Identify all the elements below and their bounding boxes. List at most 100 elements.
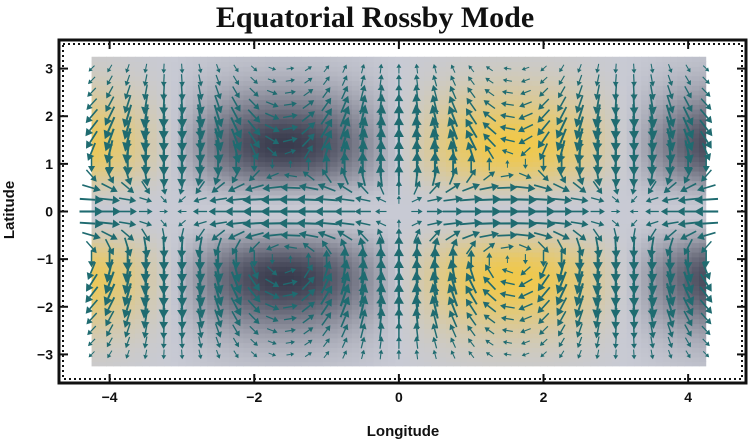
heatmap-cell — [113, 299, 122, 305]
heatmap-cell — [619, 70, 628, 77]
heatmap-cell — [134, 251, 143, 258]
heatmap-cell — [294, 294, 302, 301]
heatmap-cell — [619, 313, 628, 320]
heatmap-cell — [496, 275, 505, 282]
heatmap-cell — [590, 185, 599, 191]
heatmap-cell — [257, 99, 266, 105]
heatmap-cell — [460, 80, 469, 86]
heatmap-cell — [279, 161, 288, 167]
heatmap-cell — [380, 70, 389, 77]
heatmap-cell — [207, 185, 216, 191]
heatmap-cell — [474, 113, 483, 120]
heatmap-cell — [192, 132, 201, 139]
heatmap-cell — [351, 85, 360, 91]
heatmap-cell — [257, 118, 266, 124]
heatmap-cell — [554, 313, 563, 320]
heatmap-cell — [163, 218, 172, 225]
heatmap-cell — [171, 237, 179, 244]
heatmap-cell — [619, 223, 628, 229]
heatmap-cell — [279, 266, 288, 272]
heatmap-cell — [467, 266, 476, 272]
heatmap-cell — [120, 247, 129, 253]
heatmap-cell — [597, 132, 606, 139]
heatmap-cell — [583, 361, 592, 367]
heatmap-cell — [554, 280, 563, 286]
heatmap-cell — [373, 309, 382, 315]
heatmap-cell — [351, 223, 360, 229]
heatmap-cell — [604, 271, 613, 277]
heatmap-cell — [301, 180, 310, 186]
heatmap-cell — [482, 347, 490, 353]
heatmap-cell — [496, 361, 505, 367]
heatmap-cell — [388, 56, 396, 63]
heatmap-cell — [590, 56, 599, 63]
heatmap-cell — [163, 204, 172, 210]
heatmap-cell — [388, 61, 396, 67]
heatmap-cell — [322, 70, 331, 77]
heatmap-cell — [214, 109, 223, 115]
heatmap-cell — [604, 347, 613, 353]
heatmap-cell — [214, 190, 223, 196]
heatmap-cell — [185, 232, 194, 239]
heatmap-cell — [301, 271, 310, 277]
heatmap-cell — [424, 175, 433, 182]
heatmap-cell — [134, 223, 143, 229]
heatmap-cell — [322, 218, 331, 225]
heatmap-cell — [547, 175, 555, 182]
heatmap-cell — [641, 285, 649, 291]
heatmap-cell — [265, 309, 273, 315]
heatmap-cell — [590, 342, 599, 348]
heatmap-cell — [207, 232, 216, 239]
heatmap-cell — [120, 352, 129, 358]
heatmap-cell — [460, 185, 469, 191]
heatmap-cell — [547, 318, 555, 325]
heatmap-cell — [525, 237, 534, 244]
heatmap-cell — [438, 199, 447, 205]
heatmap-cell — [619, 128, 628, 134]
heatmap-cell — [373, 280, 382, 286]
heatmap-cell — [315, 347, 324, 353]
heatmap-cell — [532, 104, 541, 110]
heatmap-cell — [308, 56, 317, 63]
heatmap-cell — [619, 232, 628, 239]
heatmap-cell — [402, 156, 411, 163]
heatmap-cell — [510, 342, 519, 348]
heatmap-cell — [547, 185, 555, 191]
heatmap-cell — [633, 256, 642, 263]
heatmap-cell — [626, 180, 635, 186]
heatmap-cell — [322, 190, 331, 196]
heatmap-cell — [518, 352, 527, 358]
heatmap-cell — [214, 75, 223, 82]
heatmap-cell — [474, 180, 483, 186]
heatmap-cell — [489, 256, 498, 263]
heatmap-cell — [525, 80, 534, 86]
heatmap-cell — [532, 228, 541, 234]
heatmap-cell — [127, 285, 136, 291]
heatmap-cell — [163, 223, 172, 229]
heatmap-cell — [250, 237, 259, 244]
heatmap-cell — [474, 156, 483, 163]
heatmap-cell — [301, 261, 310, 267]
heatmap-cell — [561, 156, 570, 163]
heatmap-cell — [113, 251, 122, 258]
heatmap-cell — [250, 213, 259, 220]
heatmap-cell — [315, 271, 324, 277]
heatmap-cell — [265, 137, 273, 144]
heatmap-cell — [496, 294, 505, 301]
heatmap-cell — [409, 180, 418, 186]
heatmap-cell — [424, 99, 433, 105]
heatmap-cell — [236, 218, 244, 225]
heatmap-cell — [113, 352, 122, 358]
heatmap-cell — [619, 347, 628, 353]
heatmap-cell — [120, 204, 129, 210]
heatmap-cell — [641, 204, 649, 210]
heatmap-cell — [568, 70, 577, 77]
heatmap-cell — [98, 332, 107, 339]
heatmap-cell — [633, 275, 642, 282]
heatmap-cell — [315, 294, 324, 301]
heatmap-cell — [380, 318, 389, 325]
heatmap-cell — [416, 352, 425, 358]
heatmap-cell — [221, 180, 230, 186]
heatmap-cell — [402, 137, 411, 144]
heatmap-cell — [402, 299, 411, 305]
